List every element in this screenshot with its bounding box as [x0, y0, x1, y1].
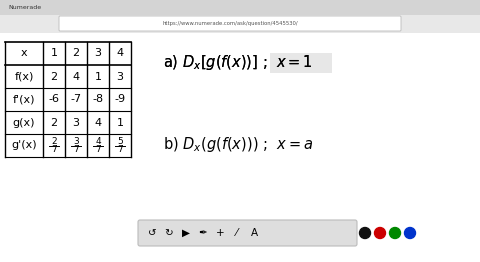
- Text: f(x): f(x): [14, 72, 34, 81]
- Bar: [0, 33, 480, 262]
- Text: f'(x): f'(x): [13, 95, 35, 105]
- Bar: [270, 53, 332, 73]
- Text: 1: 1: [95, 72, 101, 81]
- Circle shape: [374, 227, 385, 238]
- Text: 4: 4: [95, 117, 102, 128]
- Circle shape: [389, 227, 400, 238]
- Text: 4: 4: [72, 72, 80, 81]
- Text: -6: -6: [48, 95, 60, 105]
- Text: 4: 4: [95, 138, 101, 146]
- Text: 1: 1: [117, 117, 123, 128]
- Text: 2: 2: [72, 48, 80, 58]
- Text: +: +: [216, 228, 224, 238]
- Text: g(x): g(x): [13, 117, 35, 128]
- Text: 1: 1: [50, 48, 58, 58]
- Text: b) $D_x(g(f(x)))$ ;  $x=a$: b) $D_x(g(f(x)))$ ; $x=a$: [163, 135, 313, 155]
- Text: https://www.numerade.com/ask/question/4545530/: https://www.numerade.com/ask/question/45…: [162, 21, 298, 26]
- Text: g'(x): g'(x): [11, 140, 37, 150]
- Text: 4: 4: [117, 48, 123, 58]
- Text: ↻: ↻: [165, 228, 173, 238]
- Text: a) $D_x[g(f(x))]$ ;  $x=1$: a) $D_x[g(f(x))]$ ; $x=1$: [163, 52, 313, 72]
- Text: ⁄: ⁄: [236, 228, 238, 238]
- Text: x: x: [21, 48, 27, 58]
- Text: 3: 3: [73, 138, 79, 146]
- Text: ✒: ✒: [199, 228, 207, 238]
- Bar: [0, 0, 480, 15]
- Text: 7: 7: [95, 145, 101, 154]
- Circle shape: [405, 227, 416, 238]
- Text: 3: 3: [95, 48, 101, 58]
- Text: 7: 7: [51, 145, 57, 154]
- Text: 2: 2: [51, 138, 57, 146]
- Text: A: A: [251, 228, 258, 238]
- Text: 7: 7: [117, 145, 123, 154]
- Text: 3: 3: [117, 72, 123, 81]
- Text: ↺: ↺: [148, 228, 156, 238]
- Text: a) $D_x[g(f(x))]$ ;  $x=1$: a) $D_x[g(f(x))]$ ; $x=1$: [163, 52, 313, 72]
- Bar: [0, 15, 480, 33]
- Text: 3: 3: [72, 117, 80, 128]
- Text: -7: -7: [71, 95, 82, 105]
- Text: 5: 5: [117, 138, 123, 146]
- Text: Numerade: Numerade: [8, 5, 41, 10]
- Text: ▶: ▶: [182, 228, 190, 238]
- Text: 2: 2: [50, 72, 58, 81]
- FancyBboxPatch shape: [59, 16, 401, 31]
- FancyBboxPatch shape: [138, 220, 357, 246]
- Text: 7: 7: [73, 145, 79, 154]
- Text: 2: 2: [50, 117, 58, 128]
- Text: -8: -8: [93, 95, 104, 105]
- Circle shape: [360, 227, 371, 238]
- Text: -9: -9: [114, 95, 126, 105]
